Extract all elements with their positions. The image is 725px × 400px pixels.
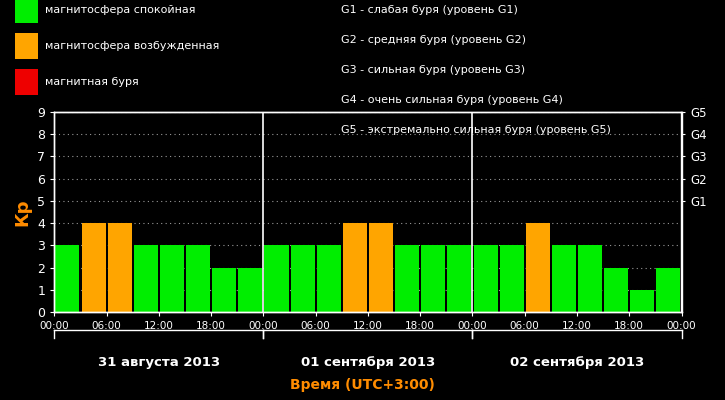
Bar [265,245,289,312]
Bar [630,290,655,312]
Bar [526,223,550,312]
Bar [186,245,210,312]
Text: магнитосфера спокойная: магнитосфера спокойная [45,5,196,15]
Bar [134,245,158,312]
Bar [160,245,184,312]
Bar [343,223,367,312]
Bar [369,223,393,312]
Bar [317,245,341,312]
Text: G2 - средняя буря (уровень G2): G2 - средняя буря (уровень G2) [341,35,526,45]
Text: G5 - экстремально сильная буря (уровень G5): G5 - экстремально сильная буря (уровень … [341,125,610,135]
Text: G4 - очень сильная буря (уровень G4): G4 - очень сильная буря (уровень G4) [341,95,563,105]
Bar [500,245,523,312]
Text: 31 августа 2013: 31 августа 2013 [98,356,220,369]
Y-axis label: Кр: Кр [14,198,32,226]
Bar [604,268,628,312]
Bar [473,245,497,312]
Text: магнитосфера возбужденная: магнитосфера возбужденная [45,41,220,51]
Bar [81,223,106,312]
Bar [578,245,602,312]
Bar [55,245,80,312]
Text: G3 - сильная буря (уровень G3): G3 - сильная буря (уровень G3) [341,65,525,75]
Bar [552,245,576,312]
Bar [447,245,471,312]
Text: Время (UTC+3:00): Время (UTC+3:00) [290,378,435,392]
Bar [108,223,132,312]
Bar [291,245,315,312]
Text: магнитная буря: магнитная буря [45,77,138,87]
Text: G1 - слабая буря (уровень G1): G1 - слабая буря (уровень G1) [341,5,518,15]
Text: 01 сентября 2013: 01 сентября 2013 [301,356,435,369]
Bar [395,245,419,312]
Bar [212,268,236,312]
Bar [656,268,681,312]
Bar [421,245,445,312]
Text: 02 сентября 2013: 02 сентября 2013 [510,356,644,369]
Bar [239,268,262,312]
